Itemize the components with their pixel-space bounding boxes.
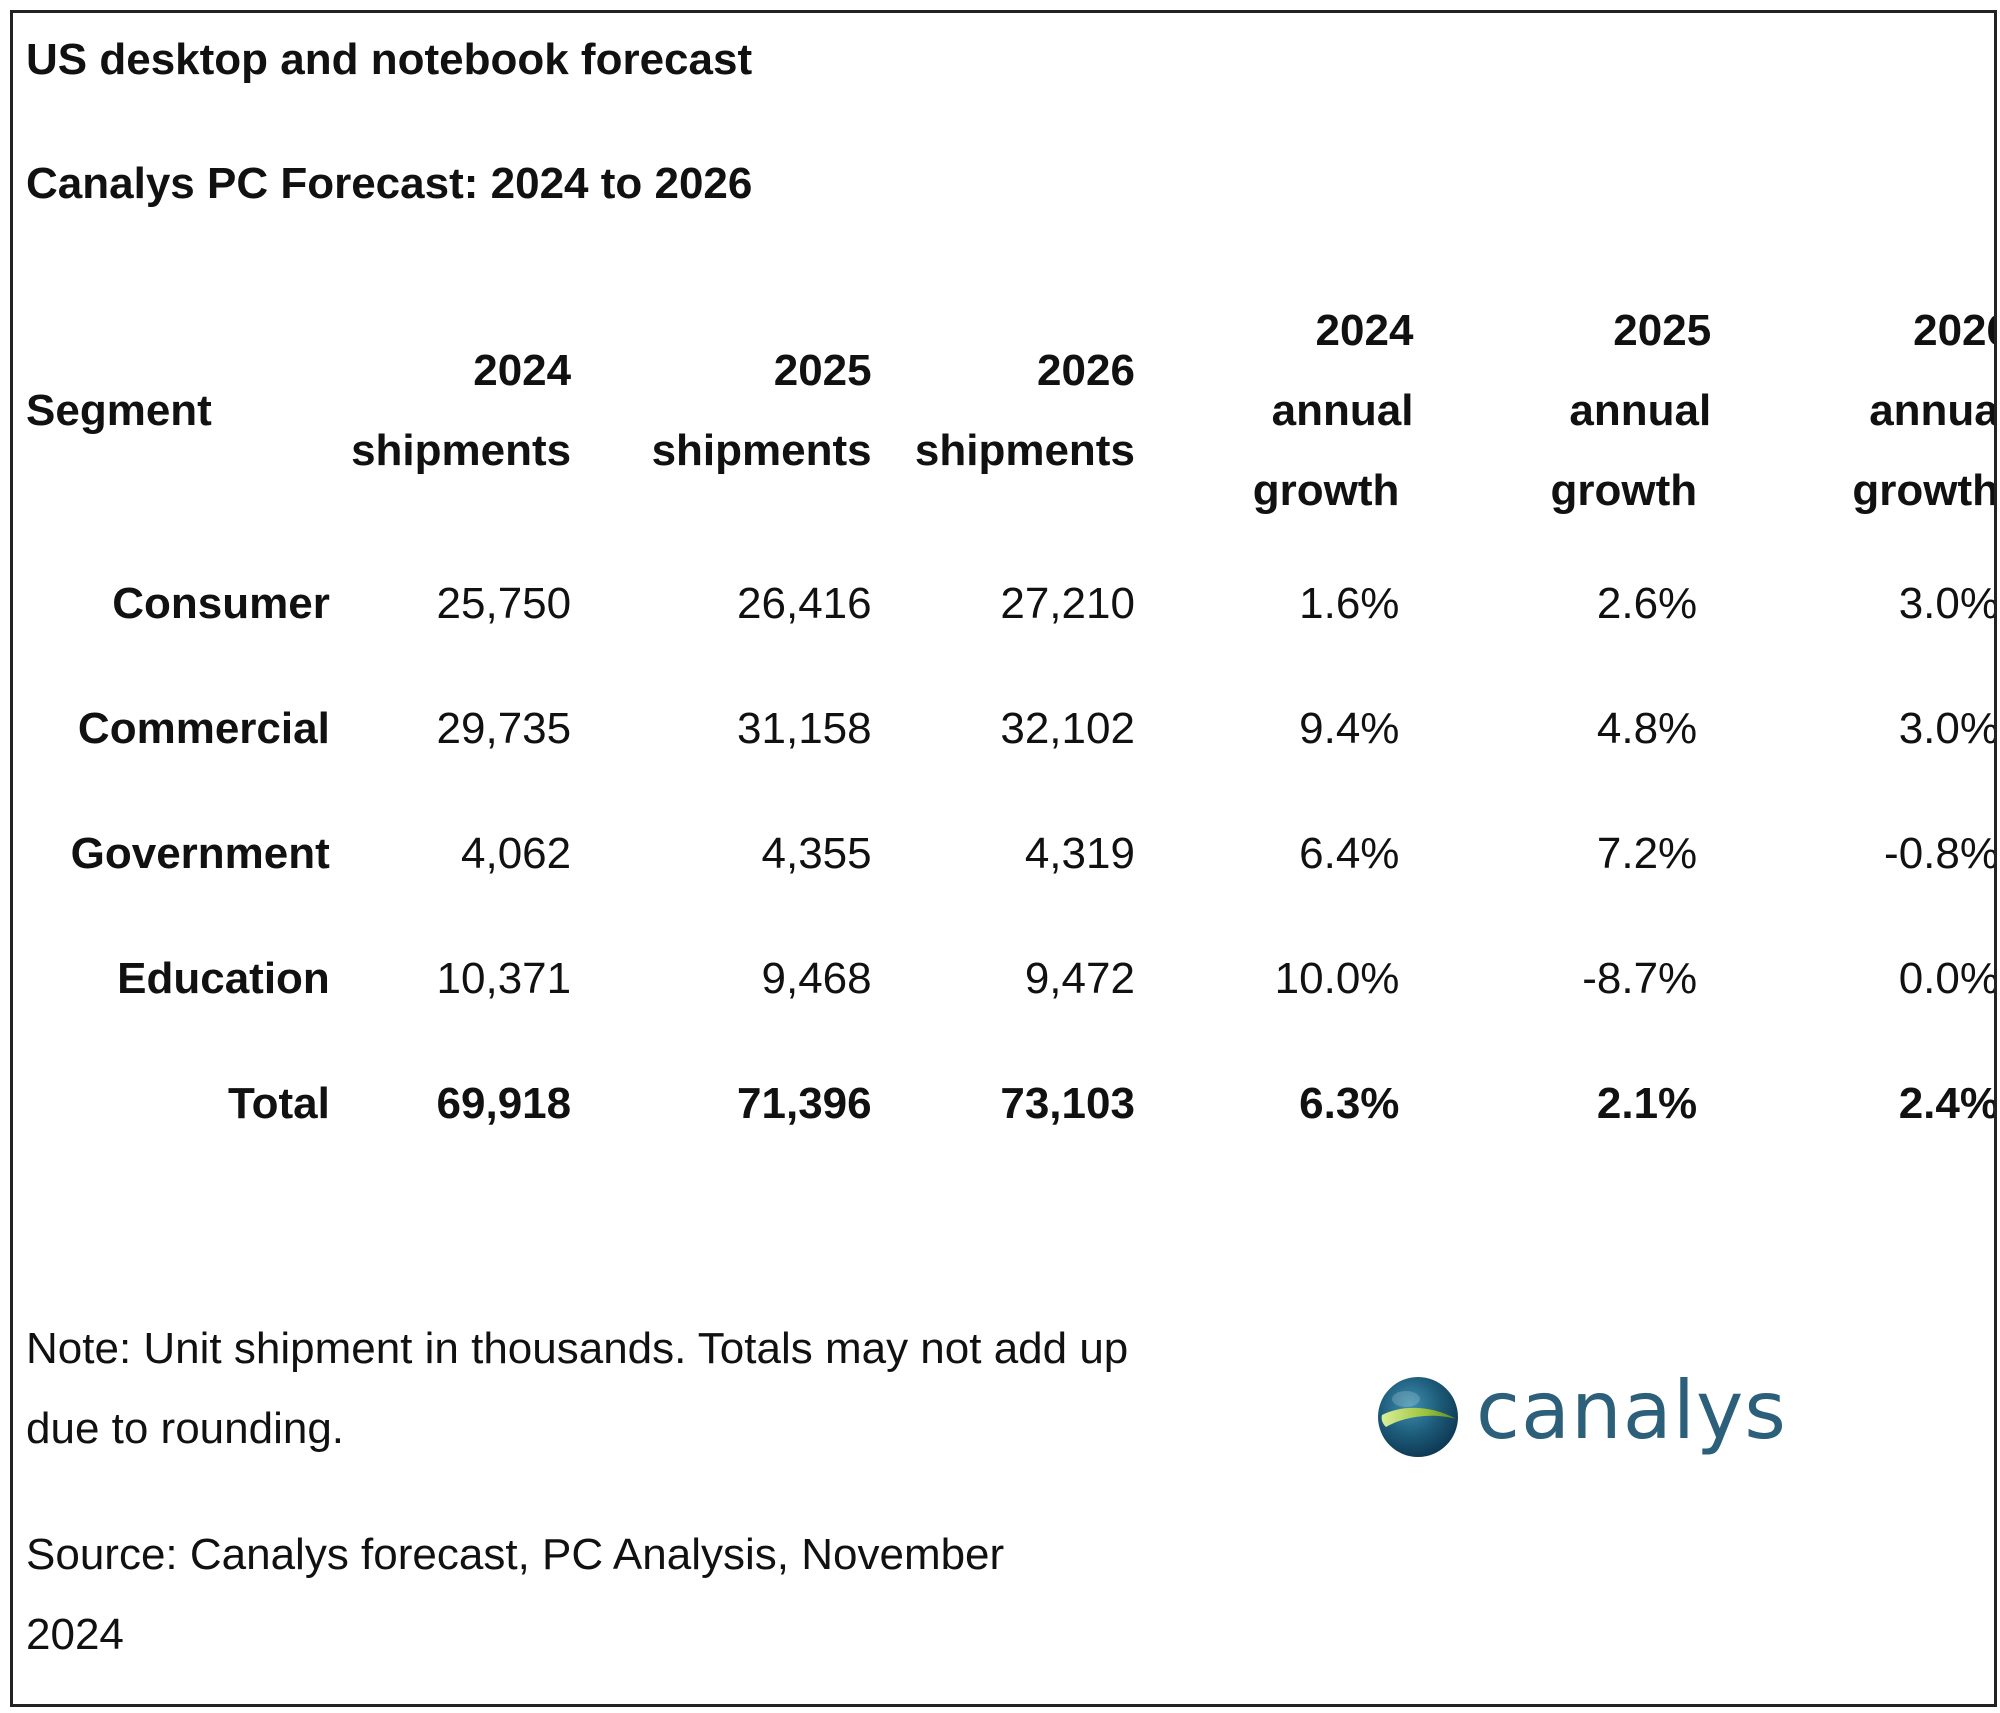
cell-segment: Total [227, 1079, 330, 1128]
header-2025-growth: 2025 annual growth [1413, 281, 1712, 541]
cell-2024-shipments: 69,918 [436, 1079, 572, 1128]
header-2026-shipments: 2026 shipments [872, 281, 1135, 541]
cell-2024-shipments: 29,735 [436, 704, 572, 753]
header-line: shipments [914, 426, 1135, 475]
cell-2026-shipments: 27,210 [1000, 579, 1135, 628]
cell-2024-growth: 6.4% [1299, 829, 1400, 878]
cell-segment: Government [70, 829, 330, 878]
header-line: annual [1271, 386, 1414, 435]
header-segment: Segment [26, 281, 330, 541]
document-title: US desktop and notebook forecast [26, 35, 753, 84]
cell-2025-shipments: 71,396 [737, 1079, 872, 1128]
header-line: growth [1550, 466, 1698, 515]
header-2024-growth: 2024 annual growth [1135, 281, 1414, 541]
cell-2025-shipments: 26,416 [737, 579, 872, 628]
cell-2025-growth: 2.6% [1596, 579, 1698, 628]
header-line: growth [1252, 466, 1400, 515]
table-note: Note: Unit shipment in thousands. Totals… [26, 1324, 1129, 1453]
header-line: 2026 [1913, 306, 1994, 355]
cell-2024-shipments: 25,750 [436, 579, 572, 628]
header-2026-growth: 2026 annual growth [1711, 281, 1997, 541]
header-line: 2026 [1037, 346, 1135, 395]
header-line: 2025 [773, 346, 872, 395]
cell-2026-growth: 3.0% [1898, 704, 1997, 753]
table-row: Education 10,371 9,468 9,472 10.0% -8.7%… [26, 916, 1997, 1041]
header-line: shipments [651, 426, 872, 475]
cell-2025-shipments: 31,158 [737, 704, 872, 753]
header-line: annual [1569, 386, 1712, 435]
cell-segment: Commercial [77, 704, 330, 753]
header-line: 2025 [1613, 306, 1712, 355]
table-row: Government 4,062 4,355 4,319 6.4% 7.2% -… [26, 791, 1997, 916]
cell-2026-growth: 2.4% [1898, 1079, 1997, 1128]
cell-2025-growth: -8.7% [1582, 954, 1698, 1003]
header-line: 2024 [1315, 306, 1414, 355]
cell-2026-shipments: 9,472 [1024, 954, 1135, 1003]
cell-2026-growth: 3.0% [1898, 579, 1997, 628]
table-row: Consumer 25,750 26,416 27,210 1.6% 2.6% … [26, 541, 1997, 666]
header-segment-label: Segment [26, 386, 212, 435]
cell-segment: Consumer [112, 579, 330, 628]
globe-icon [1378, 1377, 1458, 1457]
cell-2024-growth: 1.6% [1299, 579, 1400, 628]
cell-2025-shipments: 9,468 [761, 954, 872, 1003]
header-2025-shipments: 2025 shipments [593, 281, 872, 541]
cell-2025-growth: 4.8% [1596, 704, 1698, 753]
cell-2026-growth: -0.8% [1884, 829, 1997, 878]
document-frame: US desktop and notebook forecast Canalys… [10, 10, 1997, 1707]
cell-2024-shipments: 4,062 [461, 829, 572, 878]
header-line: annual [1869, 386, 1997, 435]
cell-segment: Education [117, 954, 330, 1003]
header-2024-shipments: 2024 shipments [330, 281, 593, 541]
logo-wordmark: canalys [1476, 1364, 1787, 1457]
cell-2026-shipments: 4,319 [1024, 829, 1135, 878]
cell-2024-growth: 6.3% [1299, 1079, 1400, 1128]
table-row: Commercial 29,735 31,158 32,102 9.4% 4.8… [26, 666, 1997, 791]
header-line: shipments [351, 426, 572, 475]
cell-2026-growth: 0.0% [1898, 954, 1997, 1003]
table-source: Source: Canalys forecast, PC Analysis, N… [26, 1530, 1005, 1659]
cell-2026-shipments: 32,102 [1000, 704, 1135, 753]
table-title: Canalys PC Forecast: 2024 to 2026 [26, 159, 753, 208]
cell-2024-growth: 9.4% [1299, 704, 1400, 753]
cell-2025-shipments: 4,355 [761, 829, 872, 878]
canalys-logo: canalys [1376, 1364, 1786, 1468]
cell-2024-shipments: 10,371 [436, 954, 572, 1003]
table-header-row: Segment 2024 shipments 2025 shipments 20… [26, 281, 1997, 541]
header-line: growth [1852, 466, 1997, 515]
table-total-row: Total 69,918 71,396 73,103 6.3% 2.1% 2.4… [26, 1041, 1997, 1166]
cell-2025-growth: 7.2% [1596, 829, 1698, 878]
header-line: 2024 [473, 346, 572, 395]
cell-2024-growth: 10.0% [1274, 954, 1400, 1003]
cell-2025-growth: 2.1% [1596, 1079, 1698, 1128]
forecast-table: Segment 2024 shipments 2025 shipments 20… [26, 281, 1997, 1166]
cell-2026-shipments: 73,103 [1000, 1079, 1135, 1128]
